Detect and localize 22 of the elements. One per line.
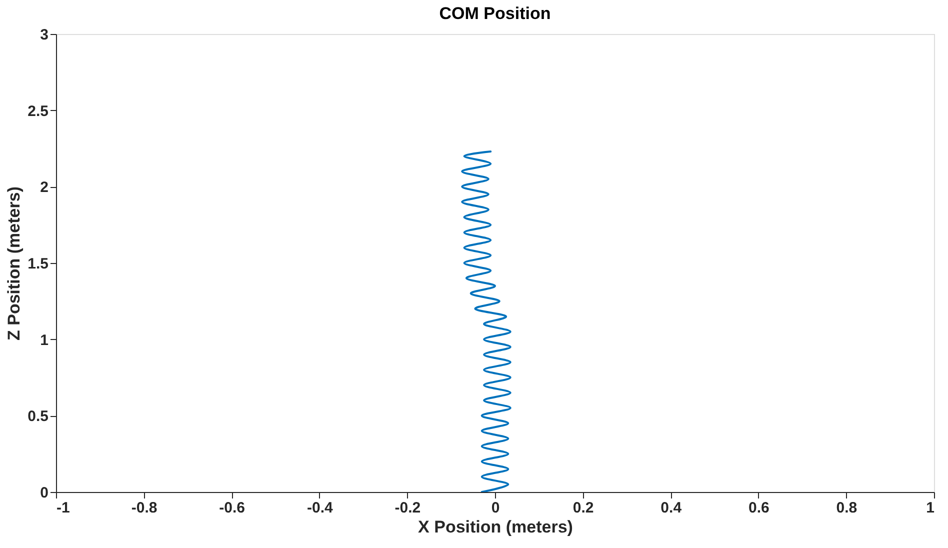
x-tick-label: 0.6 (748, 500, 770, 516)
x-tick-label: 0.4 (660, 500, 682, 516)
y-tick-label: 2 (40, 179, 48, 196)
line-series (461, 150, 512, 492)
y-tick-label: 1.5 (28, 256, 48, 272)
x-tick-label: -0.8 (131, 500, 158, 516)
x-tick-label: 0 (491, 500, 500, 516)
x-tick-label: -1 (56, 500, 70, 516)
x-tick-label: 1 (926, 500, 934, 516)
y-tick-label: 3 (40, 26, 48, 44)
chart-title: COM Position (439, 4, 551, 23)
y-tick-label: 1 (40, 332, 48, 349)
x-axis-title: X Position (meters) (418, 518, 573, 536)
y-tick-label: 0 (40, 484, 48, 502)
x-tick-label: -0.4 (306, 500, 334, 516)
x-tick-label: 0.2 (572, 500, 594, 516)
x-tick-label: -0.2 (394, 500, 421, 516)
y-tick-label: 0.5 (28, 408, 48, 426)
y-axis-title: Z Position (meters) (4, 186, 24, 340)
y-tick-label: 2.5 (28, 102, 48, 120)
x-tick-label: 0.8 (836, 500, 858, 516)
x-tick-label: -0.6 (219, 500, 246, 516)
